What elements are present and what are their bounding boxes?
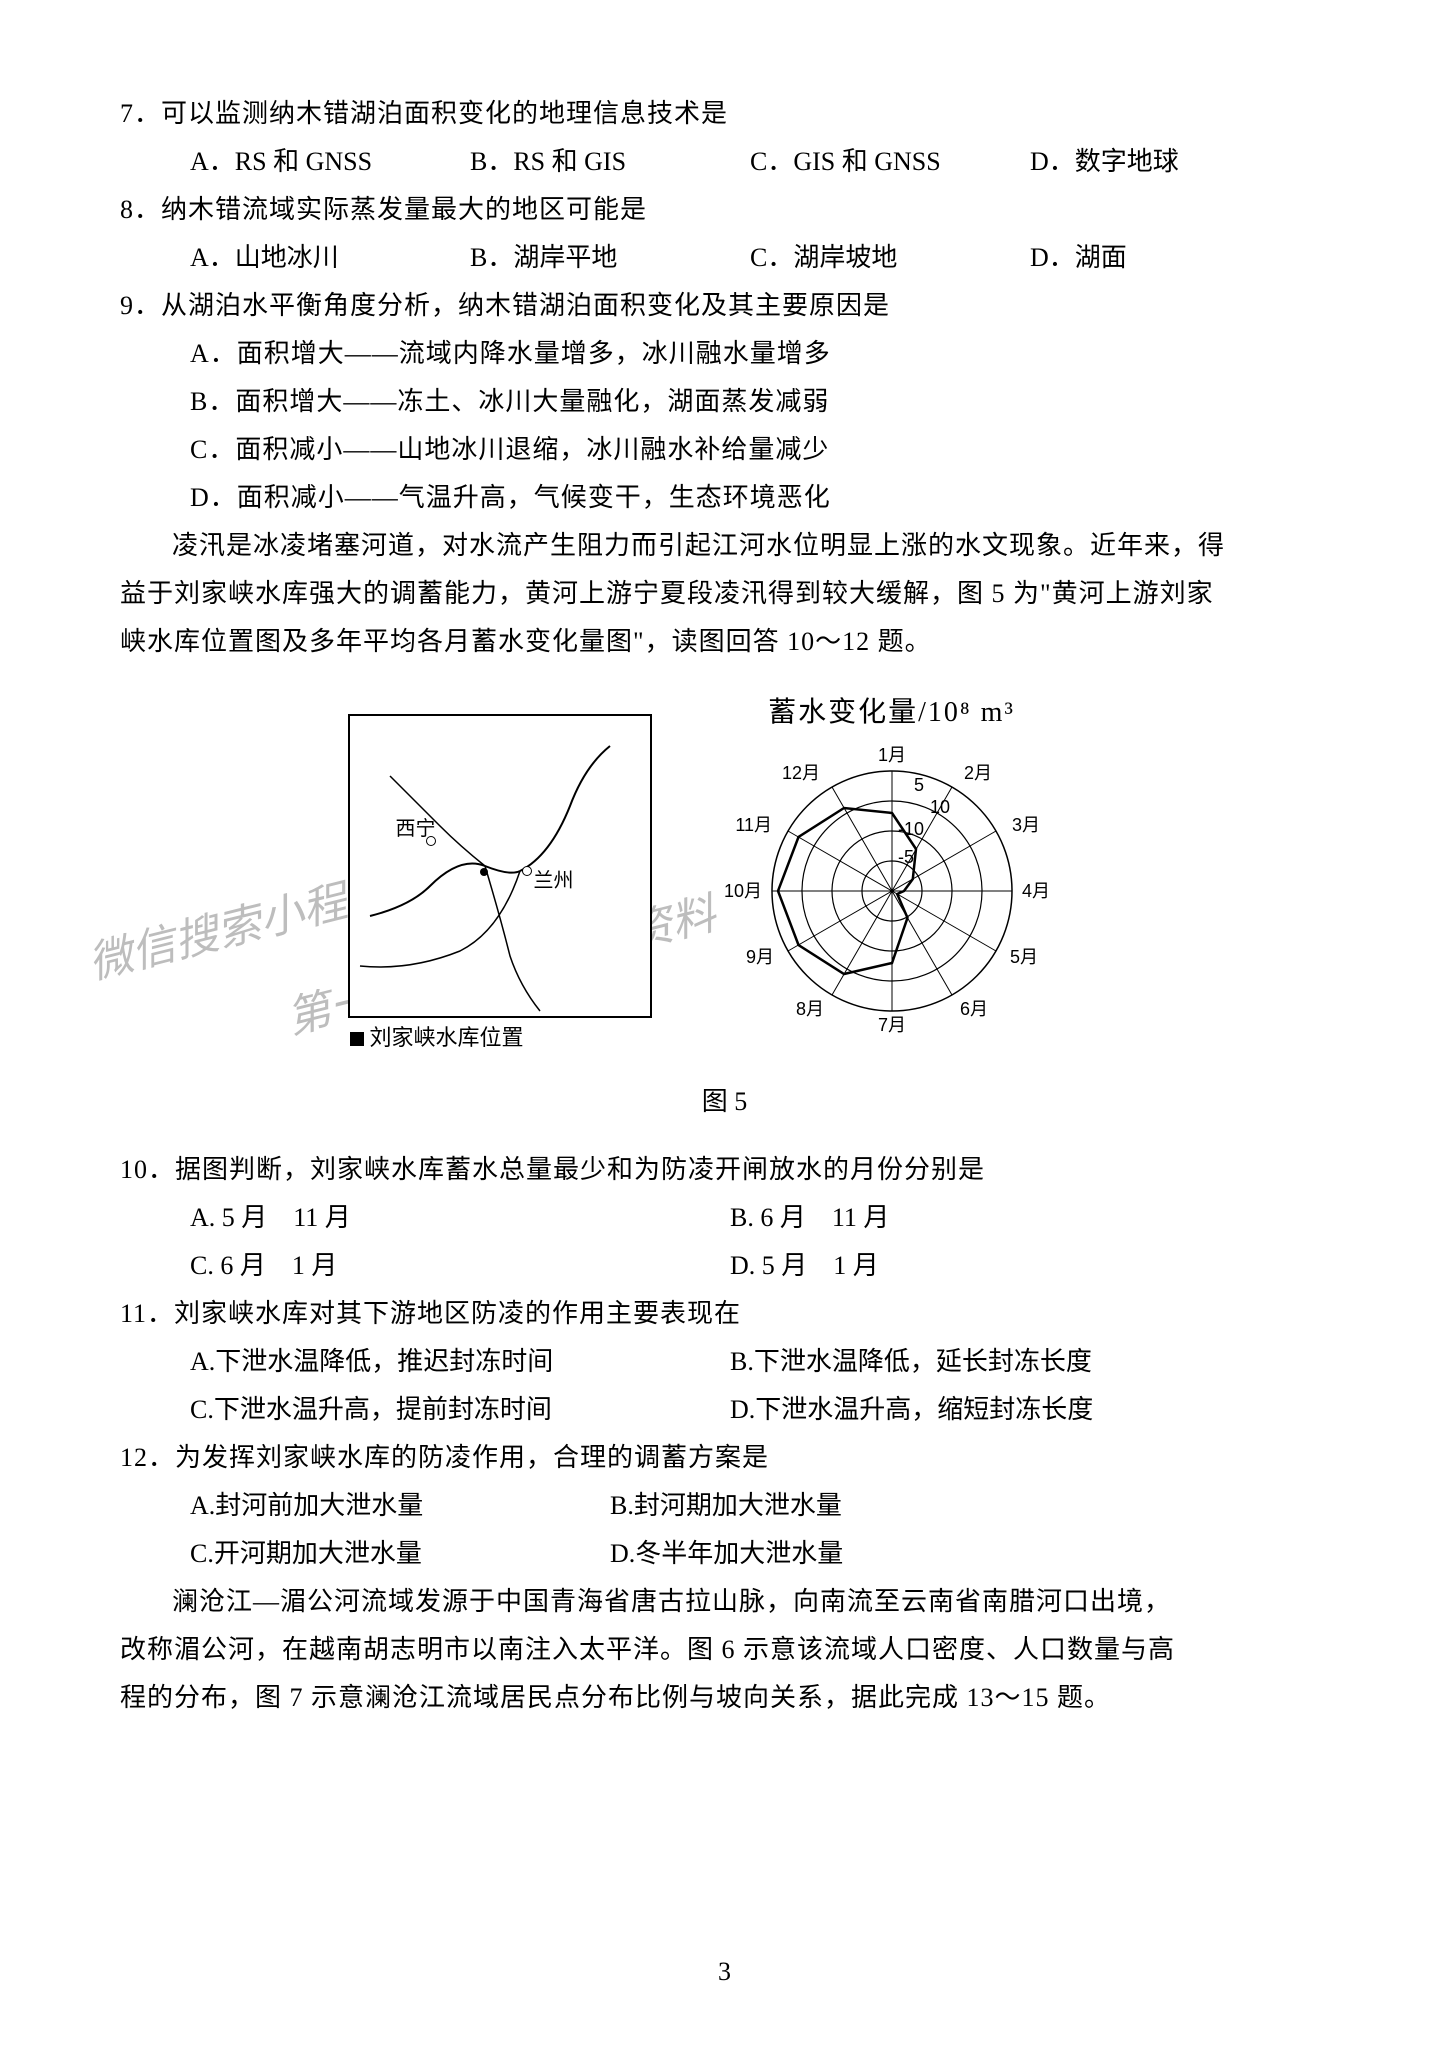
passage1-line2: 益于刘家峡水库强大的调蓄能力，黄河上游宁夏段凌汛得到较大缓解，图 5 为"黄河上… xyxy=(120,570,1329,618)
q12-options-row1: A.封河前加大泄水量 B.封河期加大泄水量 xyxy=(190,1482,1329,1530)
q9-stem: 9．从湖泊水平衡角度分析，纳木错湖泊面积变化及其主要原因是 xyxy=(120,282,1329,330)
q7-stem: 7．可以监测纳木错湖泊面积变化的地理信息技术是 xyxy=(120,90,1329,138)
radar-svg: -5 -10 10 5 1月 2月 3月 4月 5月 6月 7月 8月 9月 xyxy=(712,736,1072,1036)
radar-month-12: 12月 xyxy=(781,763,819,783)
q12-opt-d: D.冬半年加大泄水量 xyxy=(610,1530,1150,1578)
q8-opt-b: B．湖岸平地 xyxy=(470,234,750,282)
figure5-map: 西宁 兰州 刘家峡水库位置 xyxy=(348,714,652,1018)
q12-options-row2: C.开河期加大泄水量 D.冬半年加大泄水量 xyxy=(190,1530,1329,1578)
q10-options-row2: C. 6 月 1 月 D. 5 月 1 月 xyxy=(190,1242,1329,1290)
q11-opt-a: A.下泄水温降低，推迟封冻时间 xyxy=(190,1338,730,1386)
radar-month-5: 5月 xyxy=(1010,947,1038,967)
radar-month-11: 11月 xyxy=(735,815,772,835)
radar-ring-label-4: 5 xyxy=(914,775,924,795)
q10-options-row1: A. 5 月 11 月 B. 6 月 11 月 xyxy=(190,1194,1329,1242)
map-city2-marker xyxy=(522,866,532,876)
q8-stem: 8．纳木错流域实际蒸发量最大的地区可能是 xyxy=(120,186,1329,234)
q8-opt-c: C．湖岸坡地 xyxy=(750,234,1030,282)
q11-stem: 11．刘家峡水库对其下游地区防凌的作用主要表现在 xyxy=(120,1290,1329,1338)
page-number: 3 xyxy=(0,1957,1449,1987)
map-legend-icon xyxy=(350,1032,364,1046)
exam-page: 7．可以监测纳木错湖泊面积变化的地理信息技术是 A．RS 和 GNSS B．RS… xyxy=(0,0,1449,2047)
radar-month-4: 4月 xyxy=(1022,881,1050,901)
q11-opt-b: B.下泄水温降低，延长封冻长度 xyxy=(730,1338,1270,1386)
map-city2-label: 兰州 xyxy=(534,864,574,893)
q10-stem: 10．据图判断，刘家峡水库蓄水总量最少和为防凌开闸放水的月份分别是 xyxy=(120,1146,1329,1194)
passage2-line1: 澜沧江—湄公河流域发源于中国青海省唐古拉山脉，向南流至云南省南腊河口出境， xyxy=(120,1578,1329,1626)
radar-month-1: 1月 xyxy=(877,745,905,765)
radar-ring-label-1: -5 xyxy=(898,847,914,867)
q12-stem: 12．为发挥刘家峡水库的防凌作用，合理的调蓄方案是 xyxy=(120,1434,1329,1482)
q7-opt-d: D．数字地球 xyxy=(1030,138,1310,186)
radar-month-9: 9月 xyxy=(745,947,773,967)
radar-title: 蓄水变化量/10⁸ m³ xyxy=(682,690,1102,730)
q11-options-row1: A.下泄水温降低，推迟封冻时间 B.下泄水温降低，延长封冻长度 xyxy=(190,1338,1329,1386)
passage1-line1: 凌汛是冰凌堵塞河道，对水流产生阻力而引起江河水位明显上涨的水文现象。近年来，得 xyxy=(120,522,1329,570)
radar-month-6: 6月 xyxy=(960,999,988,1019)
q12-opt-c: C.开河期加大泄水量 xyxy=(190,1530,610,1578)
q10-opt-d: D. 5 月 1 月 xyxy=(730,1242,1270,1290)
radar-ring-label-3: 10 xyxy=(930,797,950,817)
q12-opt-a: A.封河前加大泄水量 xyxy=(190,1482,610,1530)
q10-opt-a: A. 5 月 11 月 xyxy=(190,1194,730,1242)
q9-opt-d: D．面积减小——气温升高，气候变干，生态环境恶化 xyxy=(190,474,1329,522)
q11-opt-c: C.下泄水温升高，提前封冻时间 xyxy=(190,1386,730,1434)
radar-month-2: 2月 xyxy=(964,763,992,783)
q10-opt-c: C. 6 月 1 月 xyxy=(190,1242,730,1290)
radar-month-8: 8月 xyxy=(795,999,823,1019)
map-city1-label: 西宁 xyxy=(396,812,436,841)
q9-opt-b: B．面积增大——冻土、冰川大量融化，湖面蒸发减弱 xyxy=(190,378,1329,426)
radar-month-3: 3月 xyxy=(1012,815,1040,835)
q7-opt-c: C．GIS 和 GNSS xyxy=(750,138,1030,186)
q9-opt-c: C．面积减小——山地冰川退缩，冰川融水补给量减少 xyxy=(190,426,1329,474)
q8-options: A．山地冰川 B．湖岸平地 C．湖岸坡地 D．湖面 xyxy=(190,234,1329,282)
q7-opt-b: B．RS 和 GIS xyxy=(470,138,750,186)
figure5-radar: 蓄水变化量/10⁸ m³ xyxy=(682,690,1102,1041)
map-reservoir-dot xyxy=(480,868,488,876)
q10-opt-b: B. 6 月 11 月 xyxy=(730,1194,1270,1242)
passage1-line3: 峡水库位置图及多年平均各月蓄水变化量图"，读图回答 10～12 题。 xyxy=(120,618,1329,666)
q12-opt-b: B.封河期加大泄水量 xyxy=(610,1482,1150,1530)
q8-opt-a: A．山地冰川 xyxy=(190,234,470,282)
map-river-svg xyxy=(350,716,650,1016)
passage2-line3: 程的分布，图 7 示意澜沧江流域居民点分布比例与坡向关系，据此完成 13～15 … xyxy=(120,1674,1329,1722)
q11-opt-d: D.下泄水温升高，缩短封冻长度 xyxy=(730,1386,1270,1434)
radar-month-7: 7月 xyxy=(877,1015,905,1035)
radar-month-10: 10月 xyxy=(723,881,761,901)
q7-opt-a: A．RS 和 GNSS xyxy=(190,138,470,186)
q11-options-row2: C.下泄水温升高，提前封冻时间 D.下泄水温升高，缩短封冻长度 xyxy=(190,1386,1329,1434)
figure5-caption: 图 5 xyxy=(120,1081,1329,1118)
figure-5: 微信搜索小程序"答案早知道" 第一时间获取真题资料 西宁 兰州 刘家峡水库位置 … xyxy=(120,690,1329,1041)
q9-opt-a: A．面积增大——流域内降水量增多，冰川融水量增多 xyxy=(190,330,1329,378)
q8-opt-d: D．湖面 xyxy=(1030,234,1310,282)
map-legend-text: 刘家峡水库位置 xyxy=(370,1025,524,1050)
map-legend: 刘家峡水库位置 xyxy=(350,1020,524,1052)
q7-options: A．RS 和 GNSS B．RS 和 GIS C．GIS 和 GNSS D．数字… xyxy=(190,138,1329,186)
passage2-line2: 改称湄公河，在越南胡志明市以南注入太平洋。图 6 示意该流域人口密度、人口数量与… xyxy=(120,1626,1329,1674)
